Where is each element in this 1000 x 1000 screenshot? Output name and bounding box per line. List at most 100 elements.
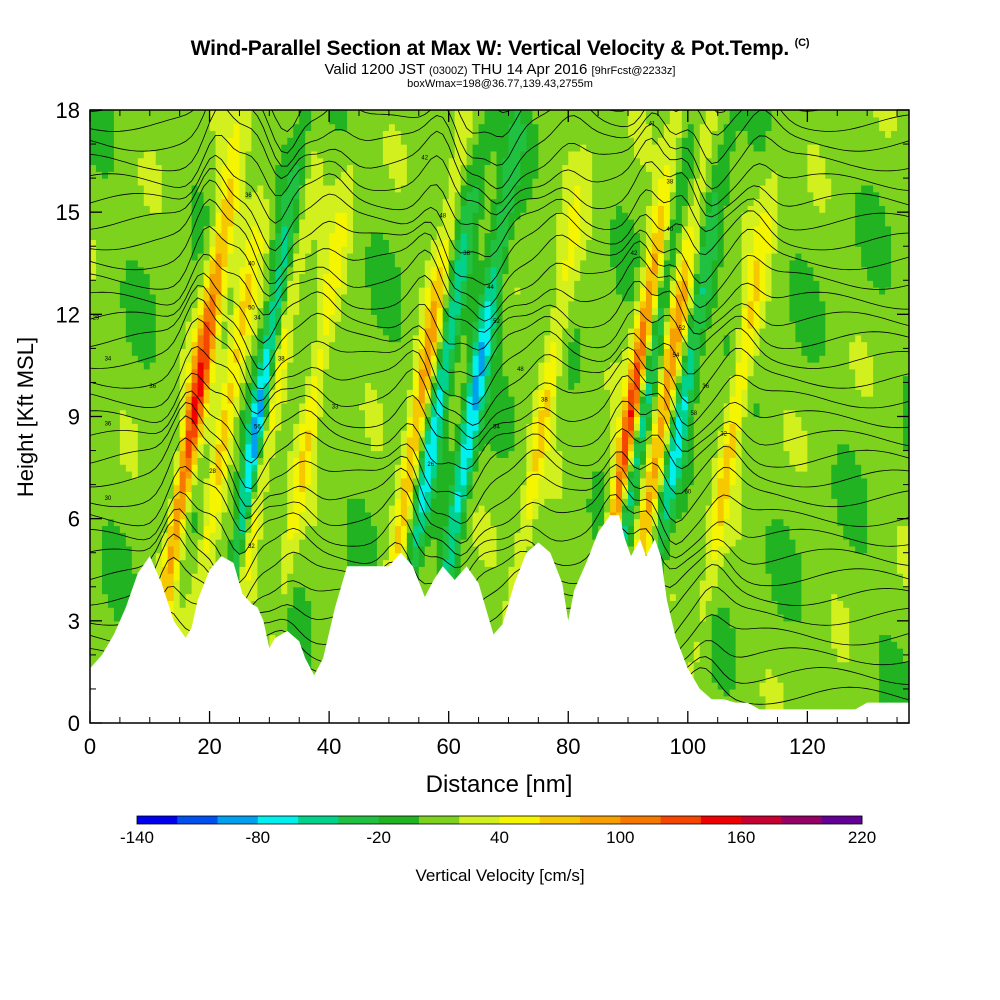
contour-label: 52 — [493, 319, 500, 325]
colorbar-tick-label: -80 — [246, 828, 271, 847]
colorbar-swatch — [821, 816, 863, 824]
chart-subtitle: Valid 1200 JST (0300Z) THU 14 Apr 2016 [… — [0, 61, 1000, 78]
contour-label: 52 — [678, 326, 685, 332]
colorbar-swatch — [217, 816, 259, 824]
valid-date: THU 14 Apr 2016 — [471, 61, 588, 78]
colorbar-tick-label: -140 — [120, 828, 154, 847]
contour-label: 38 — [667, 180, 674, 186]
isentrope-line — [90, 110, 909, 166]
contour-label: 42 — [631, 251, 638, 257]
isentrope-line — [90, 390, 909, 470]
isentrope-line — [90, 134, 909, 216]
contour-label: 38 — [541, 397, 548, 403]
colorbar-frame — [136, 815, 863, 825]
contour-label: 32 — [248, 544, 255, 550]
contour-label: 26 — [427, 462, 434, 468]
box-info: boxWmax=198@36.77,139.43,2755m — [407, 78, 593, 90]
y-tick-label: 6 — [68, 507, 80, 532]
x-tick-label: 120 — [789, 734, 826, 759]
isentrope-line — [90, 110, 909, 205]
contour-label: 56 — [254, 425, 261, 431]
contour-label: 38 — [278, 357, 285, 363]
colorbar-swatch — [700, 816, 742, 824]
contour-label: 42 — [421, 156, 428, 162]
contour-label: 34 — [105, 357, 112, 363]
colorbar-swatch — [741, 816, 782, 824]
isentrope-line — [90, 317, 909, 426]
chart-title-main: Wind-Parallel Section at Max W: Vertical… — [190, 37, 790, 60]
y-tick-label: 9 — [68, 405, 80, 430]
isentrope-line — [90, 297, 909, 405]
y-tick-label: 3 — [68, 609, 80, 634]
x-tick-label: 20 — [197, 734, 221, 759]
contour-label: 33 — [332, 404, 339, 410]
isentrope-line — [90, 154, 909, 232]
x-tick-label: 60 — [436, 734, 460, 759]
colorbar-swatch — [298, 816, 339, 824]
y-axis-label: Height [Kft MSL] — [13, 337, 38, 497]
y-tick-label: 0 — [68, 711, 80, 736]
contour-label: 29 — [93, 316, 100, 322]
isentrope-line — [90, 198, 909, 308]
contour-label: 32 — [720, 432, 727, 438]
colorbar-swatch — [620, 816, 662, 824]
contour-label: 58 — [690, 411, 697, 417]
contour-label: 34 — [254, 316, 261, 322]
isentrope-line — [90, 272, 909, 351]
contour-label: 30 — [105, 496, 112, 502]
contour-label: 36 — [149, 384, 156, 390]
y-tick-label: 15 — [56, 200, 80, 225]
contour-label: 38 — [463, 251, 470, 257]
contour-label: 54 — [493, 425, 500, 431]
terrain — [90, 515, 909, 723]
colorbar-swatch — [580, 816, 621, 824]
y-tick-label: 18 — [56, 98, 80, 123]
contour-label: 36 — [245, 193, 252, 199]
isentrope-line — [90, 402, 909, 497]
y-tick-label: 12 — [56, 302, 80, 327]
contour-labels: 29 34 36 30 36 28 36 40 50 34 56 38 33 42 48 38 44 52 48 38… — [93, 122, 728, 550]
colorbar-label: Vertical Velocity [cm/s] — [415, 866, 584, 885]
contour-label: 48 — [439, 214, 446, 220]
x-axis-label: Distance [nm] — [426, 771, 573, 798]
valid-time: Valid 1200 JST — [324, 61, 425, 78]
isentrope-line — [90, 285, 909, 377]
copyright-mark: (C) — [794, 37, 810, 49]
contour-label: 54 — [673, 353, 680, 359]
contour-label: 28 — [209, 469, 216, 475]
isentrope-line — [90, 415, 909, 525]
isentrope-line — [90, 372, 909, 450]
contour-label: 40 — [667, 227, 674, 233]
colorbar-swatch — [459, 816, 500, 824]
x-tick-label: 80 — [556, 734, 580, 759]
isentrope-line — [90, 253, 909, 333]
colorbar-tick-label: -20 — [366, 828, 391, 847]
isentrope-line — [496, 110, 511, 114]
colorbar-swatch — [338, 816, 380, 824]
isentrope-line — [90, 110, 822, 138]
contour-label: 40 — [248, 261, 255, 267]
colorbar-swatch — [660, 816, 702, 824]
x-tick-label: 100 — [669, 734, 706, 759]
x-tick-label: 40 — [317, 734, 341, 759]
colorbar-swatch — [137, 816, 178, 824]
colorbar-swatch — [257, 816, 299, 824]
isentrope-line — [90, 110, 909, 190]
x-tick-label: 0 — [84, 734, 96, 759]
colorbar-swatch — [177, 816, 218, 824]
isentrope-line — [90, 491, 909, 568]
isentrope-line — [90, 225, 909, 322]
contour-label: 50 — [248, 306, 255, 312]
colorbar-tick-label: 220 — [848, 828, 876, 847]
contour-label: 60 — [684, 489, 691, 495]
isentrope-line — [90, 345, 909, 439]
isentrope-line — [90, 465, 909, 557]
contour-label: 41 — [649, 122, 656, 128]
isentrope-line — [90, 168, 909, 257]
colorbar-tick-label: 160 — [727, 828, 755, 847]
isentrope-line — [90, 437, 909, 544]
contour-label: 48 — [517, 367, 524, 373]
terrain-mask — [90, 515, 909, 723]
